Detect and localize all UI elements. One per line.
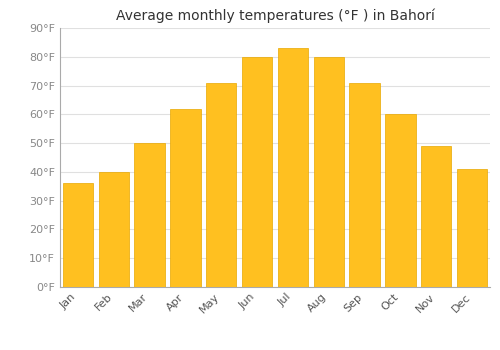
Bar xyxy=(134,143,165,287)
Bar xyxy=(385,114,416,287)
Bar xyxy=(62,183,93,287)
Bar xyxy=(170,108,200,287)
Bar xyxy=(206,83,236,287)
Title: Average monthly temperatures (°F ) in Bahorí: Average monthly temperatures (°F ) in Ba… xyxy=(116,8,434,23)
Bar xyxy=(98,172,129,287)
Bar xyxy=(278,48,308,287)
Bar xyxy=(242,57,272,287)
Bar xyxy=(314,57,344,287)
Bar xyxy=(350,83,380,287)
Bar xyxy=(457,169,488,287)
Bar xyxy=(421,146,452,287)
